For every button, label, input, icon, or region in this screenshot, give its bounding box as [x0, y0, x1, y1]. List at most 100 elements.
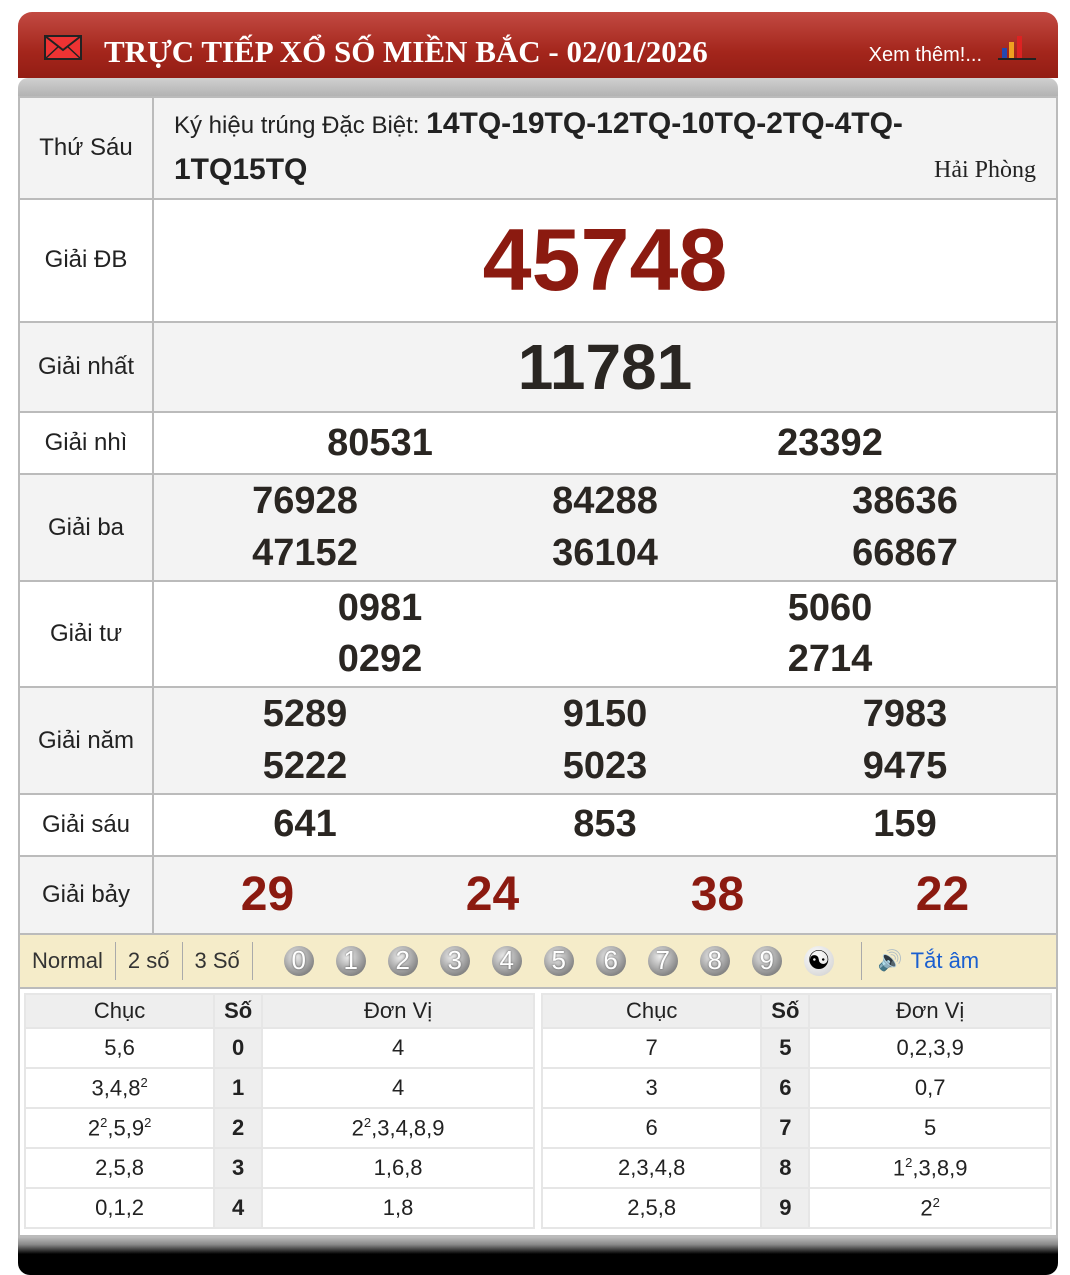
head-digit: 2 — [213, 1106, 264, 1149]
head-digit: 6 — [760, 1066, 811, 1109]
prize-number: 36104 — [552, 531, 658, 574]
loto-row: 22,5,92 2 22,3,4,8,9 — [23, 1106, 535, 1149]
speaker-icon[interactable]: 🔊 — [877, 950, 903, 973]
head-digit: 3 — [213, 1146, 264, 1189]
donvi-cell: 5 — [808, 1106, 1052, 1149]
prize-row: Giải ba 76928 84288 38636 47152 36104 66867 — [18, 473, 1058, 582]
prize-row: Giải sáu 641 853 159 — [18, 792, 1058, 857]
prize-label: Giải bảy — [18, 854, 154, 935]
mail-icon — [44, 35, 82, 60]
loto-header: Chục — [23, 992, 216, 1029]
donvi-cell: 0,7 — [808, 1066, 1052, 1109]
digit-ball-7[interactable]: 7 — [647, 945, 678, 976]
digit-ball-9[interactable]: 9 — [751, 945, 782, 976]
header-band — [18, 78, 1058, 96]
page-title: TRỰC TIẾP XỔ SỐ MIỀN BẮC - 02/01/2026 — [104, 34, 708, 69]
prize-number: 5222 — [262, 744, 348, 787]
symbols-value: 14TQ-19TQ-12TQ-10TQ-2TQ-4TQ-1TQ15TQ — [174, 107, 903, 186]
lottery-widget: TRỰC TIẾP XỔ SỐ MIỀN BẮC - 02/01/2026 Xe… — [18, 12, 1058, 1275]
prize-row: Giải nhì 80531 23392 — [18, 411, 1058, 476]
day-label: Thứ Sáu — [18, 96, 154, 200]
prize-number: 9150 — [562, 693, 648, 736]
prize-row: Giải tư 0981 5060 0292 2714 — [18, 579, 1058, 689]
symbols-label: Ký hiệu trúng Đặc Biệt: — [174, 112, 420, 139]
prize-numbers: 641 853 159 — [152, 792, 1058, 857]
prize-number: 11781 — [517, 330, 693, 403]
chuc-cell: 2,3,4,8 — [540, 1146, 763, 1189]
prize-number: 5289 — [262, 693, 348, 736]
loto-header: Số — [213, 992, 264, 1029]
loto-row: 3 6 0,7 — [540, 1066, 1052, 1109]
loto-row: 2,5,8 3 1,6,8 — [23, 1146, 535, 1189]
prize-label: Giải nhì — [18, 411, 154, 476]
option-1[interactable]: 2 số — [116, 941, 183, 980]
digit-ball-0[interactable]: 0 — [283, 945, 314, 976]
chuc-cell: 5,6 — [23, 1026, 216, 1069]
prize-number: 2714 — [787, 638, 873, 681]
prize-number: 23392 — [777, 421, 883, 464]
donvi-cell: 22,3,4,8,9 — [261, 1106, 535, 1149]
prize-label: Giải nhất — [18, 320, 154, 414]
option-2[interactable]: 3 Số — [183, 941, 253, 980]
prize-number: 641 — [273, 803, 337, 846]
loto-row: 7 5 0,2,3,9 — [540, 1026, 1052, 1069]
prize-number: 24 — [465, 867, 520, 921]
donvi-cell: 1,8 — [261, 1186, 535, 1229]
chuc-cell: 3,4,82 — [23, 1066, 216, 1109]
option-0[interactable]: Normal — [20, 941, 116, 980]
prize-number: 76928 — [252, 480, 358, 523]
digit-ball-6[interactable]: 6 — [595, 945, 626, 976]
province: Hải Phòng — [934, 157, 1036, 183]
bar-chart-icon[interactable] — [998, 34, 1036, 60]
prize-numbers: 76928 84288 38636 47152 36104 66867 — [152, 473, 1058, 582]
loto-row: 0,1,2 4 1,8 — [23, 1186, 535, 1229]
chuc-cell: 2,5,8 — [540, 1186, 763, 1229]
header: TRỰC TIẾP XỔ SỐ MIỀN BẮC - 02/01/2026 Xe… — [18, 12, 1058, 78]
see-more-link[interactable]: Xem thêm!... — [868, 44, 982, 66]
chuc-cell: 7 — [540, 1026, 763, 1069]
prize-label: Giải ĐB — [18, 198, 154, 323]
prize-number: 0292 — [337, 638, 423, 681]
digit-ball-2[interactable]: 2 — [387, 945, 418, 976]
digit-ball-5[interactable]: 5 — [543, 945, 574, 976]
prize-number: 0981 — [337, 586, 423, 629]
loto-row: 2,5,8 9 22 — [540, 1186, 1052, 1229]
digit-ball-4[interactable]: 4 — [491, 945, 522, 976]
loto-table: Chục Số Đơn Vị 7 5 0,2,3,9 3 6 0,7 6 7 5 2,3,4,8 8 12,… — [540, 992, 1052, 1229]
loto-tables: Chục Số Đơn Vị 5,6 0 4 3,4,82 1 4 22,5,92 2 22,3,4,… — [18, 988, 1058, 1237]
loto-table: Chục Số Đơn Vị 5,6 0 4 3,4,82 1 4 22,5,92 2 22,3,4,… — [23, 992, 535, 1229]
digit-ball-1[interactable]: 1 — [335, 945, 366, 976]
prize-numbers: 11781 — [152, 320, 1058, 414]
loto-row: 3,4,82 1 4 — [23, 1066, 535, 1109]
prize-numbers: 5289 9150 7983 5222 5023 9475 — [152, 686, 1058, 795]
chuc-cell: 0,1,2 — [23, 1186, 216, 1229]
chuc-cell: 2,5,8 — [23, 1146, 216, 1189]
loto-header: Chục — [540, 992, 763, 1029]
donvi-cell: 0,2,3,9 — [808, 1026, 1052, 1069]
head-digit: 5 — [760, 1026, 811, 1069]
prize-number: 853 — [573, 803, 637, 846]
donvi-cell: 22 — [808, 1186, 1052, 1229]
head-digit: 7 — [760, 1106, 811, 1149]
prize-numbers: 0981 5060 0292 2714 — [152, 579, 1058, 689]
prize-label: Giải tư — [18, 579, 154, 689]
prize-row: Giải ĐB 45748 — [18, 198, 1058, 323]
mute-link[interactable]: Tắt âm — [910, 947, 980, 973]
loto-header: Số — [760, 992, 811, 1029]
prize-label: Giải ba — [18, 473, 154, 582]
prize-row: Giải bảy 29 24 38 22 — [18, 854, 1058, 935]
prize-number: 45748 — [482, 210, 728, 309]
loto-header: Đơn Vị — [808, 992, 1052, 1029]
digit-ball-3[interactable]: 3 — [439, 945, 470, 976]
prize-number: 5023 — [562, 744, 648, 787]
head-digit: 4 — [213, 1186, 264, 1229]
donvi-cell: 4 — [261, 1026, 535, 1069]
prize-number: 22 — [915, 867, 970, 921]
prize-number: 47152 — [252, 531, 358, 574]
chuc-cell: 6 — [540, 1106, 763, 1149]
prize-numbers: 45748 — [152, 198, 1058, 323]
digit-ball-8[interactable]: 8 — [699, 945, 730, 976]
yin-yang-icon[interactable]: ☯ — [803, 945, 834, 976]
prize-number: 66867 — [852, 531, 958, 574]
